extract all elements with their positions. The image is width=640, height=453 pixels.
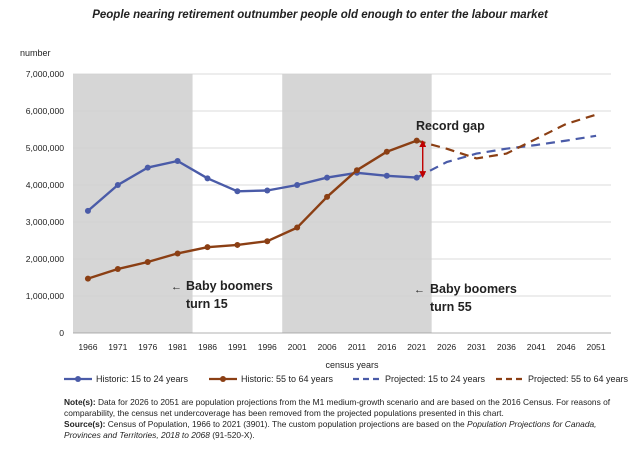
x-tick-label: 2021 bbox=[407, 342, 426, 352]
data-point bbox=[114, 265, 121, 272]
series-line-2 bbox=[87, 139, 418, 280]
y-tick-label: 0 bbox=[59, 328, 64, 338]
x-tick-label: 2011 bbox=[348, 342, 367, 352]
x-tick-label: 2006 bbox=[317, 342, 336, 352]
x-tick-label: 2036 bbox=[497, 342, 516, 352]
x-tick-label: 1981 bbox=[168, 342, 187, 352]
y-tick-label: 7,000,000 bbox=[26, 69, 64, 79]
shaded-period-1 bbox=[73, 74, 193, 333]
x-tick-label: 2026 bbox=[437, 342, 456, 352]
data-point bbox=[114, 182, 121, 188]
legend-label: Historic: 55 to 64 years bbox=[241, 374, 334, 384]
source-paragraph: Source(s): Census of Population, 1966 to… bbox=[64, 419, 624, 441]
data-point bbox=[234, 188, 241, 195]
data-point bbox=[174, 157, 181, 164]
line-chart: 0 1,000,000 2,000,000 3,000,000 4,000,000 5,0… bbox=[20, 48, 611, 370]
data-point bbox=[294, 224, 301, 231]
legend-item: Historic: 55 to 64 years bbox=[209, 374, 333, 384]
x-tick-label: 1976 bbox=[138, 342, 157, 352]
boomers-15-line1: Baby boomers bbox=[186, 279, 273, 293]
x-axis-label: census years bbox=[325, 360, 379, 370]
chart-notes: Note(s): Data for 2026 to 2051 are popul… bbox=[64, 397, 624, 441]
data-point bbox=[144, 164, 151, 171]
x-tick-label: 2046 bbox=[557, 342, 576, 352]
arrow-left-icon: ← bbox=[171, 281, 182, 293]
legend-item: Historic: 15 to 24 years bbox=[64, 374, 188, 384]
legend-swatch bbox=[496, 377, 524, 381]
data-point bbox=[84, 207, 91, 214]
y-tick-label: 5,000,000 bbox=[26, 143, 64, 153]
boomers-55-line2: turn 55 bbox=[430, 300, 472, 314]
data-point bbox=[264, 238, 271, 245]
record-gap-label: Record gap bbox=[416, 119, 485, 133]
legend: Historic: 15 to 24 years Historic: 55 to … bbox=[64, 374, 634, 388]
legend-swatch bbox=[353, 377, 381, 381]
source-publication: Population Projections for Canada, Provi… bbox=[64, 419, 597, 440]
y-tick-label: 4,000,000 bbox=[26, 180, 64, 190]
arrow-left-icon: ← bbox=[414, 284, 425, 296]
data-point bbox=[144, 258, 151, 265]
data-point bbox=[353, 167, 360, 174]
data-point bbox=[383, 148, 390, 155]
x-tick-label: 2041 bbox=[527, 342, 546, 352]
legend-label: Projected: 55 to 64 years bbox=[528, 374, 629, 384]
source-tail: (91-520-X). bbox=[209, 430, 255, 440]
boomers-55-line1: Baby boomers bbox=[430, 282, 517, 296]
legend-item: Projected: 15 to 24 years bbox=[353, 374, 485, 384]
data-point bbox=[383, 172, 390, 179]
boomers-15-line2: turn 15 bbox=[186, 297, 228, 311]
shaded-period-2 bbox=[282, 74, 432, 333]
note-label: Note(s): bbox=[64, 397, 96, 407]
data-point bbox=[204, 244, 211, 251]
source-label: Source(s): bbox=[64, 419, 106, 429]
legend-label: Projected: 15 to 24 years bbox=[385, 374, 486, 384]
data-point bbox=[294, 182, 301, 188]
note-text: Data for 2026 to 2051 are population pro… bbox=[64, 397, 611, 418]
legend-item: Projected: 55 to 64 years bbox=[496, 374, 628, 384]
source-text: Census of Population, 1966 to 2021 (3901… bbox=[105, 419, 468, 429]
data-point bbox=[234, 241, 241, 248]
data-point bbox=[324, 174, 331, 181]
data-point bbox=[264, 187, 271, 194]
data-point bbox=[324, 193, 331, 200]
series-line-3 bbox=[416, 134, 597, 179]
legend-swatch bbox=[209, 376, 237, 382]
legend-swatch bbox=[64, 376, 92, 382]
chart-title: People nearing retirement outnumber peop… bbox=[92, 9, 548, 21]
y-axis-label: number bbox=[20, 48, 51, 58]
series-line-1 bbox=[87, 159, 417, 212]
y-tick-label: 3,000,000 bbox=[26, 217, 64, 227]
x-tick-label: 2031 bbox=[467, 342, 486, 352]
x-tick-label: 1966 bbox=[78, 342, 97, 352]
y-tick-label: 1,000,000 bbox=[26, 291, 64, 301]
data-point bbox=[174, 250, 181, 257]
y-tick-label: 2,000,000 bbox=[26, 254, 64, 264]
x-tick-label: 1991 bbox=[228, 342, 247, 352]
data-point bbox=[204, 175, 211, 182]
x-tick-label: 1971 bbox=[108, 342, 127, 352]
x-tick-label: 1986 bbox=[198, 342, 217, 352]
note-paragraph: Note(s): Data for 2026 to 2051 are popul… bbox=[64, 397, 624, 419]
legend-label: Historic: 15 to 24 years bbox=[96, 374, 189, 384]
x-tick-label: 1996 bbox=[258, 342, 277, 352]
x-tick-label: 2016 bbox=[377, 342, 396, 352]
x-tick-label: 2051 bbox=[586, 342, 605, 352]
series-line-4 bbox=[416, 113, 597, 160]
y-tick-label: 6,000,000 bbox=[26, 106, 64, 116]
data-point bbox=[84, 275, 91, 282]
x-tick-label: 2001 bbox=[288, 342, 307, 352]
